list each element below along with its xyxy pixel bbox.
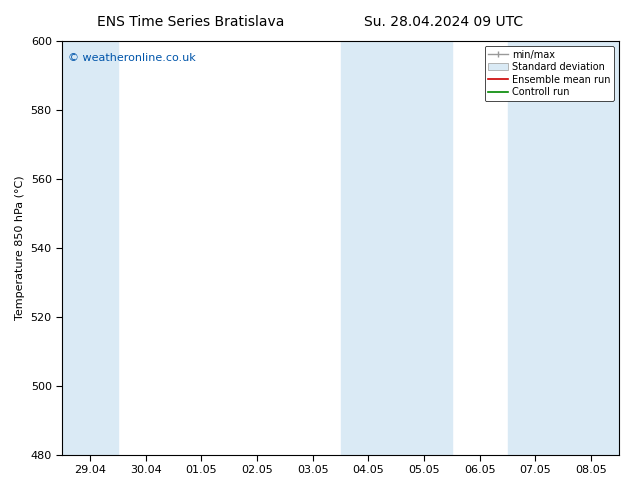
Bar xyxy=(564,41,619,455)
Y-axis label: Temperature 850 hPa (°C): Temperature 850 hPa (°C) xyxy=(15,175,25,320)
Bar xyxy=(62,41,118,455)
Text: ENS Time Series Bratislava: ENS Time Series Bratislava xyxy=(96,15,284,29)
Bar xyxy=(396,41,452,455)
Bar xyxy=(508,41,564,455)
Text: Su. 28.04.2024 09 UTC: Su. 28.04.2024 09 UTC xyxy=(365,15,523,29)
Text: © weatheronline.co.uk: © weatheronline.co.uk xyxy=(68,53,195,64)
Legend: min/max, Standard deviation, Ensemble mean run, Controll run: min/max, Standard deviation, Ensemble me… xyxy=(484,46,614,101)
Bar xyxy=(340,41,396,455)
